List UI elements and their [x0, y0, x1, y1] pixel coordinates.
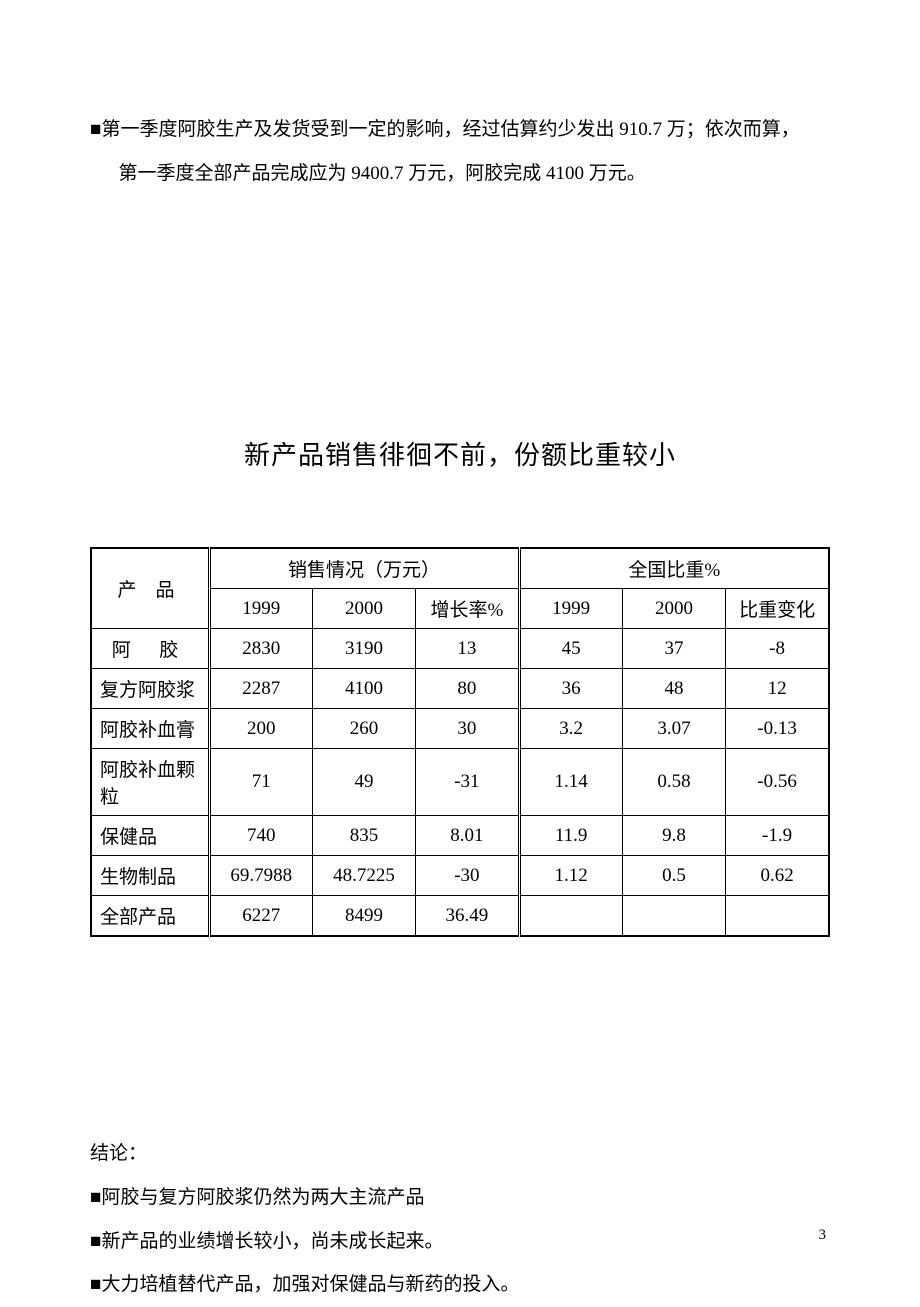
cell-value: 2830	[209, 629, 312, 669]
cell-value: 0.58	[622, 749, 725, 816]
table-row: 生物制品69.798848.7225-301.120.50.62	[91, 856, 829, 896]
cell-value	[519, 896, 622, 937]
table-row: 全部产品6227849936.49	[91, 896, 829, 937]
table-row: 复方阿胶浆2287410080364812	[91, 669, 829, 709]
cell-value: 3.07	[622, 709, 725, 749]
cell-value: 2287	[209, 669, 312, 709]
cell-value: 48	[622, 669, 725, 709]
cell-value: 835	[312, 816, 415, 856]
cell-product: 阿胶补血膏	[91, 709, 209, 749]
cell-product: 全部产品	[91, 896, 209, 937]
table-row: 阿胶补血膏200260303.23.07-0.13	[91, 709, 829, 749]
cell-value: 200	[209, 709, 312, 749]
cell-value: 48.7225	[312, 856, 415, 896]
cell-value: 69.7988	[209, 856, 312, 896]
cell-product: 保健品	[91, 816, 209, 856]
cell-value: -30	[416, 856, 519, 896]
intro-paragraph: ■第一季度阿胶生产及发货受到一定的影响，经过估算约少发出 910.7 万；依次而…	[90, 108, 830, 195]
cell-value	[726, 896, 829, 937]
col-header-share-group: 全国比重%	[519, 548, 829, 589]
product-table: 产品 销售情况（万元） 全国比重% 1999 2000 增长率% 1999 20…	[90, 547, 830, 937]
cell-value: 12	[726, 669, 829, 709]
cell-value: 71	[209, 749, 312, 816]
table-header-row-1: 产品 销售情况（万元） 全国比重%	[91, 548, 829, 589]
cell-value: 36.49	[416, 896, 519, 937]
cell-value: 8.01	[416, 816, 519, 856]
paragraph-line-1: ■第一季度阿胶生产及发货受到一定的影响，经过估算约少发出 910.7 万；依次而…	[90, 108, 830, 152]
col-header-product: 产品	[91, 548, 209, 629]
cell-product: 复方阿胶浆	[91, 669, 209, 709]
cell-value: 0.5	[622, 856, 725, 896]
table-row: 阿胶补血颗粒7149-311.140.58-0.56	[91, 749, 829, 816]
cell-value: 36	[519, 669, 622, 709]
cell-value: 6227	[209, 896, 312, 937]
cell-value: -0.13	[726, 709, 829, 749]
cell-value	[622, 896, 725, 937]
cell-product: 阿胶	[91, 629, 209, 669]
cell-value: 45	[519, 629, 622, 669]
cell-value: 13	[416, 629, 519, 669]
cell-value: 1.12	[519, 856, 622, 896]
cell-value: -1.9	[726, 816, 829, 856]
conclusion-title: 结论：	[90, 1132, 830, 1176]
col-header-growth: 增长率%	[416, 589, 519, 629]
conclusion-section: 结论： ■阿胶与复方阿胶浆仍然为两大主流产品 ■新产品的业绩增长较小，尚未成长起…	[90, 1132, 830, 1307]
cell-product: 生物制品	[91, 856, 209, 896]
page-number: 3	[819, 1227, 827, 1244]
col-header-1999-share: 1999	[519, 589, 622, 629]
cell-value: 30	[416, 709, 519, 749]
cell-value: 80	[416, 669, 519, 709]
col-header-sales-group: 销售情况（万元）	[209, 548, 519, 589]
cell-value: 1.14	[519, 749, 622, 816]
paragraph-line-2: 第一季度全部产品完成应为 9400.7 万元，阿胶完成 4100 万元。	[90, 152, 830, 196]
cell-product: 阿胶补血颗粒	[91, 749, 209, 816]
section-heading: 新产品销售徘徊不前，份额比重较小	[90, 435, 830, 472]
cell-value: -31	[416, 749, 519, 816]
cell-value: -8	[726, 629, 829, 669]
cell-value: 37	[622, 629, 725, 669]
cell-value: 3190	[312, 629, 415, 669]
cell-value: 8499	[312, 896, 415, 937]
cell-value: 0.62	[726, 856, 829, 896]
cell-value: 11.9	[519, 816, 622, 856]
col-header-1999-sales: 1999	[209, 589, 312, 629]
col-header-2000-share: 2000	[622, 589, 725, 629]
conclusion-bullet: ■阿胶与复方阿胶浆仍然为两大主流产品	[90, 1176, 830, 1220]
cell-value: 3.2	[519, 709, 622, 749]
conclusion-bullet: ■新产品的业绩增长较小，尚未成长起来。	[90, 1220, 830, 1264]
cell-value: -0.56	[726, 749, 829, 816]
col-header-share-change: 比重变化	[726, 589, 829, 629]
col-header-2000-sales: 2000	[312, 589, 415, 629]
cell-value: 9.8	[622, 816, 725, 856]
cell-value: 740	[209, 816, 312, 856]
conclusion-bullet: ■大力培植替代产品，加强对保健品与新药的投入。	[90, 1263, 830, 1307]
cell-value: 260	[312, 709, 415, 749]
document-page: ■第一季度阿胶生产及发货受到一定的影响，经过估算约少发出 910.7 万；依次而…	[0, 0, 920, 1307]
cell-value: 4100	[312, 669, 415, 709]
cell-value: 49	[312, 749, 415, 816]
table-row: 阿胶28303190134537-8	[91, 629, 829, 669]
table-row: 保健品7408358.0111.99.8-1.9	[91, 816, 829, 856]
